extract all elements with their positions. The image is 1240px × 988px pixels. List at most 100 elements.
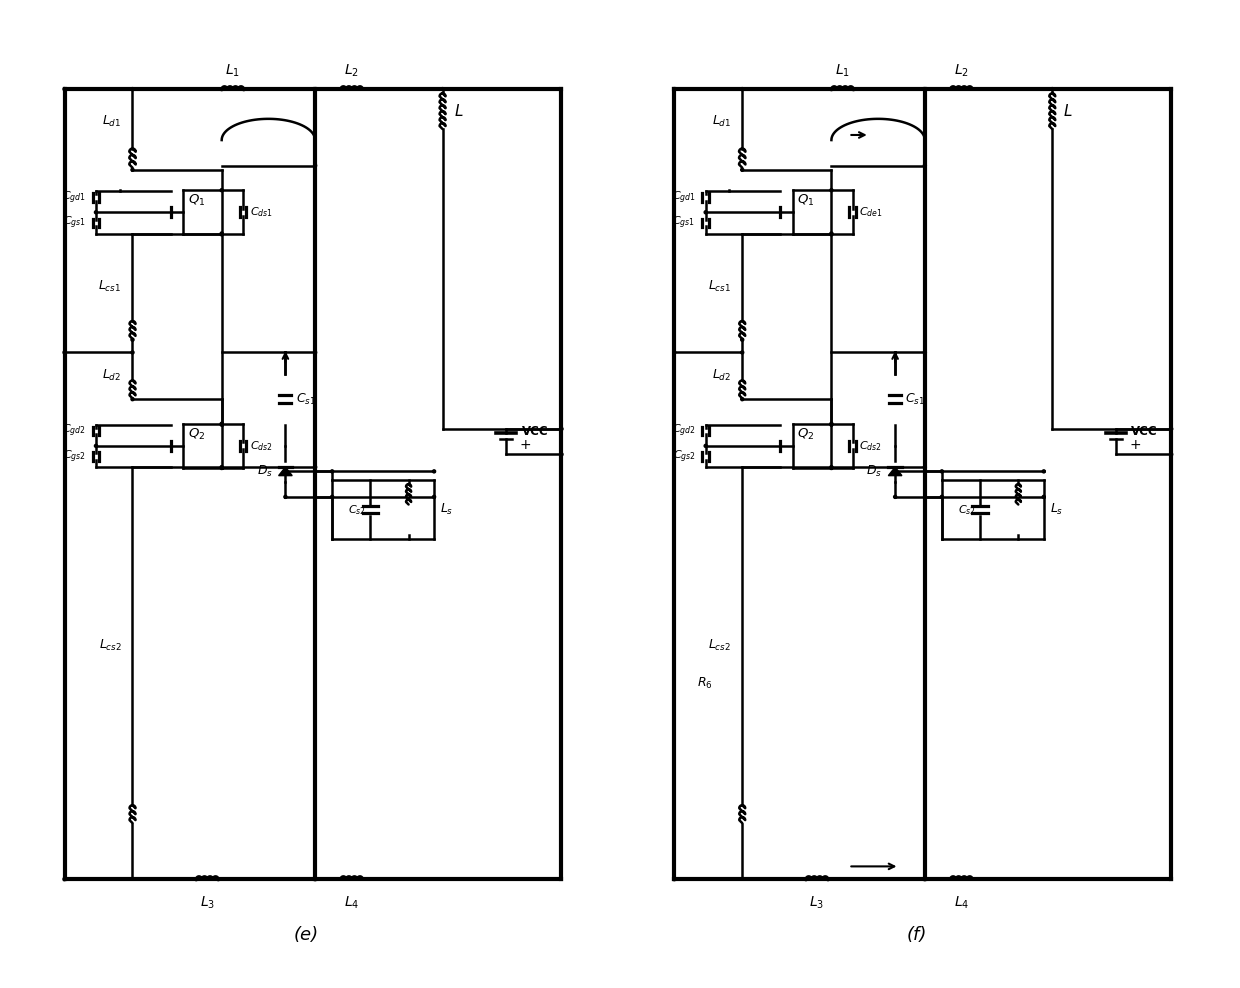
Text: $L_{d2}$: $L_{d2}$ — [103, 369, 122, 383]
Text: $L_1$: $L_1$ — [835, 62, 849, 79]
Circle shape — [704, 445, 707, 448]
Circle shape — [560, 453, 563, 455]
Circle shape — [242, 88, 246, 91]
Circle shape — [217, 877, 219, 880]
Text: $C_{gs2}$: $C_{gs2}$ — [63, 449, 86, 464]
Circle shape — [673, 88, 676, 91]
Text: $L_3$: $L_3$ — [200, 894, 215, 911]
Text: (e): (e) — [294, 926, 319, 944]
Circle shape — [830, 422, 833, 426]
Circle shape — [740, 397, 744, 401]
Circle shape — [1169, 428, 1173, 431]
Text: $D_s$: $D_s$ — [867, 463, 883, 479]
Text: $C_{gs2}$: $C_{gs2}$ — [672, 449, 696, 464]
Text: $C_{ds2}$: $C_{ds2}$ — [859, 439, 883, 453]
Circle shape — [441, 88, 444, 91]
Circle shape — [221, 189, 223, 192]
Circle shape — [1050, 88, 1054, 91]
Circle shape — [221, 88, 223, 91]
Text: +: + — [1130, 438, 1141, 453]
Text: $C_{de1}$: $C_{de1}$ — [859, 206, 883, 219]
Text: $L_4$: $L_4$ — [954, 894, 968, 911]
Text: $L_s$: $L_s$ — [440, 502, 454, 517]
Text: $C_{gs1}$: $C_{gs1}$ — [63, 214, 86, 231]
Text: $L_{cs2}$: $L_{cs2}$ — [98, 638, 122, 653]
Circle shape — [560, 428, 563, 431]
Circle shape — [827, 877, 830, 880]
Text: $L$: $L$ — [1064, 103, 1073, 120]
Circle shape — [924, 465, 926, 468]
Circle shape — [830, 466, 833, 469]
Circle shape — [314, 88, 316, 91]
Text: $C_{gd1}$: $C_{gd1}$ — [672, 190, 696, 206]
Circle shape — [1169, 453, 1173, 455]
Circle shape — [673, 351, 676, 354]
Circle shape — [852, 88, 856, 91]
Circle shape — [63, 351, 66, 354]
Circle shape — [830, 189, 833, 192]
Text: $D_s$: $D_s$ — [257, 463, 273, 479]
Circle shape — [131, 338, 134, 341]
Polygon shape — [888, 467, 901, 475]
Circle shape — [924, 88, 926, 91]
Text: $L_{cs2}$: $L_{cs2}$ — [708, 638, 732, 653]
Circle shape — [740, 338, 744, 341]
Circle shape — [830, 423, 833, 426]
Circle shape — [314, 877, 316, 880]
Text: $L_2$: $L_2$ — [345, 62, 360, 79]
Text: $C_{s1}$: $C_{s1}$ — [295, 391, 316, 407]
Text: $R_6$: $R_6$ — [697, 676, 713, 692]
Circle shape — [221, 233, 223, 236]
Circle shape — [894, 495, 897, 498]
Text: $C_{ds1}$: $C_{ds1}$ — [249, 206, 273, 219]
Text: VCC: VCC — [1131, 425, 1158, 438]
Circle shape — [740, 351, 744, 354]
Circle shape — [894, 470, 897, 473]
Circle shape — [221, 422, 223, 426]
Text: $L_{d2}$: $L_{d2}$ — [712, 369, 732, 383]
Text: (f): (f) — [906, 926, 926, 944]
Circle shape — [94, 445, 98, 448]
Text: $L_2$: $L_2$ — [954, 62, 968, 79]
Circle shape — [331, 470, 334, 473]
Text: $L_{cs1}$: $L_{cs1}$ — [708, 279, 732, 294]
Circle shape — [924, 877, 926, 880]
Circle shape — [221, 466, 223, 469]
Circle shape — [131, 168, 134, 171]
Text: $Q_1$: $Q_1$ — [187, 193, 205, 208]
Circle shape — [1043, 495, 1045, 498]
Circle shape — [740, 168, 744, 171]
Text: $C_{gd2}$: $C_{gd2}$ — [672, 423, 696, 440]
Circle shape — [830, 465, 833, 468]
Circle shape — [830, 232, 833, 235]
Text: $C_{s2}$: $C_{s2}$ — [957, 503, 976, 517]
Circle shape — [830, 88, 833, 91]
Circle shape — [1043, 470, 1045, 473]
Text: $Q_2$: $Q_2$ — [187, 427, 205, 442]
Circle shape — [704, 210, 707, 213]
Text: $Q_2$: $Q_2$ — [797, 427, 815, 442]
Circle shape — [673, 877, 676, 880]
Circle shape — [131, 88, 134, 91]
Circle shape — [940, 470, 944, 473]
Circle shape — [131, 397, 134, 401]
Text: $C_{gs1}$: $C_{gs1}$ — [672, 214, 696, 231]
Circle shape — [314, 164, 316, 167]
Circle shape — [314, 465, 316, 468]
Text: $C_{gd2}$: $C_{gd2}$ — [62, 423, 86, 440]
Text: $L_s$: $L_s$ — [1050, 502, 1063, 517]
Text: $L_3$: $L_3$ — [810, 894, 825, 911]
Circle shape — [63, 88, 66, 91]
Text: $L_4$: $L_4$ — [343, 894, 360, 911]
Circle shape — [433, 495, 435, 498]
Text: $L_{cs1}$: $L_{cs1}$ — [98, 279, 122, 294]
Polygon shape — [279, 467, 293, 475]
Circle shape — [221, 465, 223, 468]
Circle shape — [221, 232, 223, 235]
Text: $C_{ds2}$: $C_{ds2}$ — [249, 439, 273, 453]
Circle shape — [830, 233, 833, 236]
Text: $L_{d1}$: $L_{d1}$ — [712, 114, 732, 128]
Text: $C_{s2}$: $C_{s2}$ — [348, 503, 366, 517]
Circle shape — [331, 495, 334, 498]
Text: $L_{d1}$: $L_{d1}$ — [102, 114, 122, 128]
